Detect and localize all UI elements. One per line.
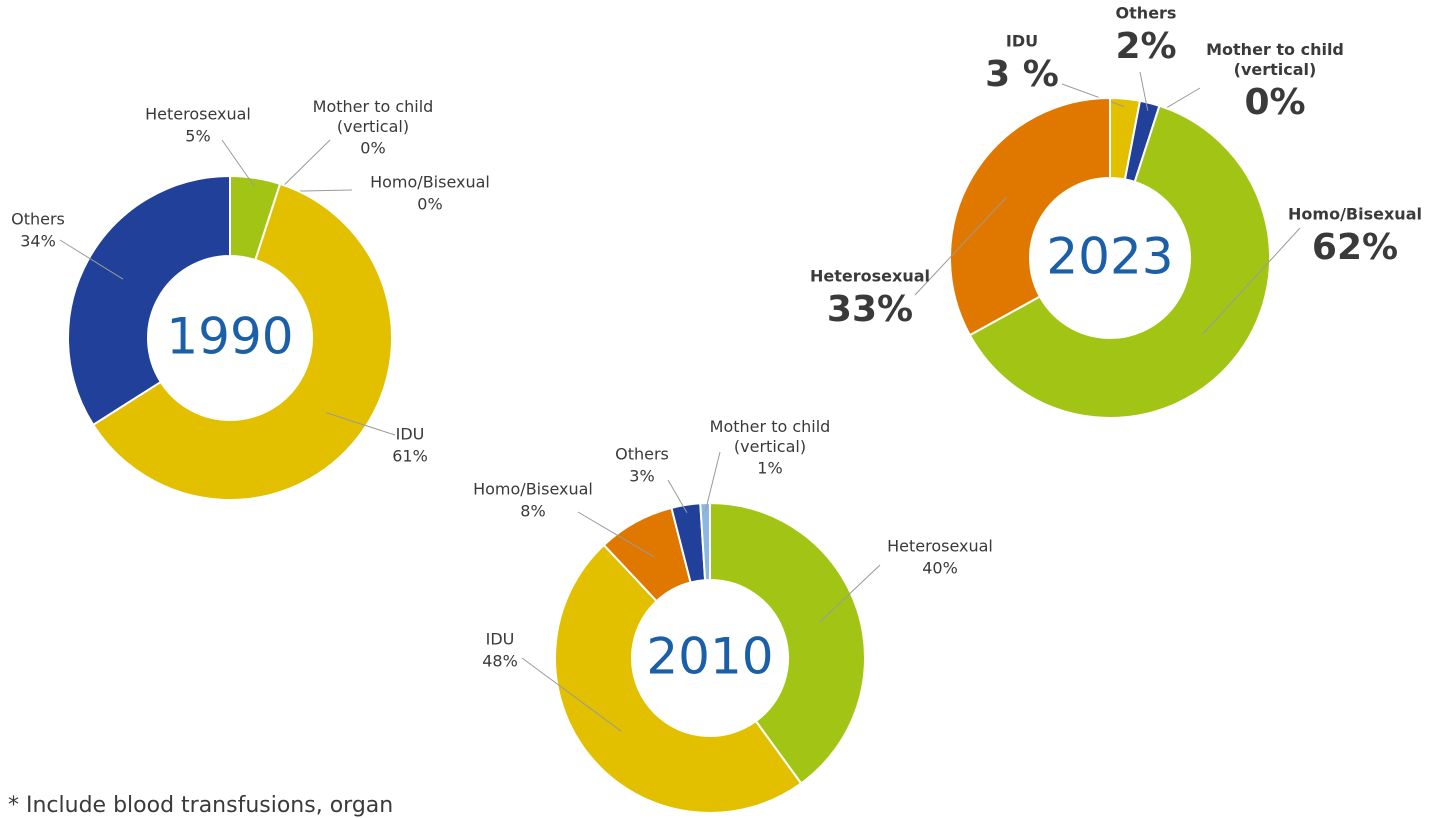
label-line: Mother to child [710,417,831,436]
slice-name: Homo/Bisexual [1288,205,1422,224]
leader-line [278,140,330,192]
slice-value: 48% [482,652,518,671]
slice-name: Others [1116,4,1177,23]
donut-chart: Heterosexual 5% Mother to child(vertical) 0… [11,97,490,501]
slice-value: 40% [922,559,958,578]
infographic: * Include blood transfusions, organ Hete… [0,0,1446,818]
donut-center-year: 2010 [646,628,773,686]
slice-name: Mother to child(vertical) [313,97,434,136]
slice-value: 3 % [985,54,1059,95]
donut-center-year: 1990 [166,308,293,366]
slice-name: Homo/Bisexual [473,480,593,499]
slice-name: Heterosexual [145,105,251,124]
slice-name: Others [615,445,669,464]
slice-name: Mother to child(vertical) [710,417,831,456]
slice-value: 62% [1312,227,1398,268]
slice-value: 33% [827,289,913,330]
slice-value: 1% [757,459,782,478]
label-line: Mother to child [313,97,434,116]
donut-chart: Heterosexual 40% IDU 48% Homo/Bisexual 8% Othe… [473,417,993,813]
label-line: (vertical) [734,437,806,456]
slice-value: 8% [520,502,545,521]
slice-value: 5% [185,127,210,146]
label-line: (vertical) [337,117,409,136]
slice-value: 61% [392,447,428,466]
slice-name: Others [11,210,65,229]
slice-value: 2% [1115,26,1176,67]
label-line: (vertical) [1234,60,1317,79]
donut-segment [950,98,1110,335]
donut-segment [68,176,230,425]
slice-name: Heterosexual [887,537,993,556]
slice-value: 0% [360,139,385,158]
slice-name: Mother to child(vertical) [1206,40,1344,79]
slice-name: Heterosexual [810,267,930,286]
donut-center-year: 2023 [1046,228,1173,286]
slice-value: 0% [1244,82,1305,123]
slice-value: 3% [629,467,654,486]
slice-value: 34% [20,232,56,251]
footnote: * Include blood transfusions, organ [8,793,393,818]
slice-name: IDU [1006,32,1038,51]
slice-name: Homo/Bisexual [370,173,490,192]
slice-name: IDU [396,425,425,444]
slice-name: IDU [486,630,515,649]
label-line: Mother to child [1206,40,1344,59]
slice-value: 0% [417,195,442,214]
